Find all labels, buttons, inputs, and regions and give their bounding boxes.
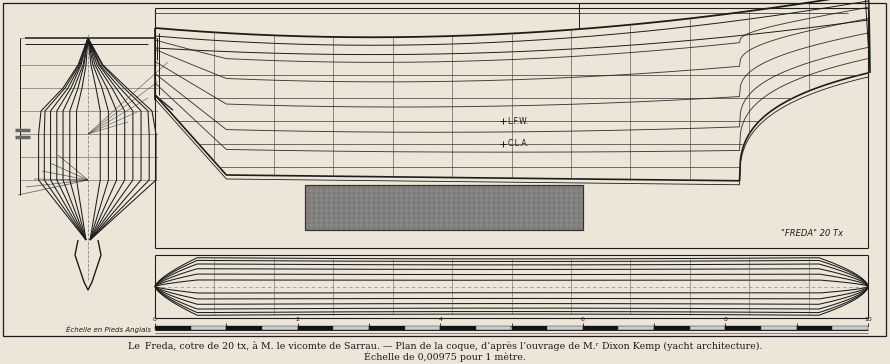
Bar — [441, 326, 476, 330]
Bar — [619, 326, 654, 330]
Bar — [262, 326, 297, 330]
Bar — [476, 326, 512, 330]
Bar — [583, 326, 619, 330]
Bar — [654, 326, 690, 330]
Text: Échelle en Pieds Anglais: Échelle en Pieds Anglais — [66, 325, 151, 333]
Bar — [547, 326, 583, 330]
Bar — [333, 326, 368, 330]
Bar — [304, 185, 583, 230]
Bar — [297, 326, 333, 330]
Bar — [226, 326, 262, 330]
Text: Échelle de 0,00975 pour 1 mètre.: Échelle de 0,00975 pour 1 mètre. — [364, 352, 526, 362]
Bar — [797, 326, 832, 330]
Text: 2: 2 — [295, 317, 300, 322]
Text: 6: 6 — [581, 317, 585, 322]
Text: 10: 10 — [864, 317, 872, 322]
Bar — [155, 326, 190, 330]
Text: 0: 0 — [153, 317, 157, 322]
Bar — [405, 326, 441, 330]
Text: Le  Freda, cotre de 20 tx, à M. le vicomte de Sarrau. — Plan de la coque, d’aprè: Le Freda, cotre de 20 tx, à M. le vicomt… — [128, 341, 762, 351]
Bar — [761, 326, 797, 330]
Text: C.L.A.: C.L.A. — [507, 139, 530, 149]
Bar — [368, 326, 405, 330]
Bar — [512, 326, 547, 330]
Text: 4: 4 — [438, 317, 442, 322]
Bar — [725, 326, 761, 330]
Text: L.F.W.: L.F.W. — [507, 116, 529, 126]
Bar — [190, 326, 226, 330]
Bar — [690, 326, 725, 330]
Text: "FREDA" 20 Tx: "FREDA" 20 Tx — [781, 229, 843, 237]
Bar — [832, 326, 868, 330]
Text: 8: 8 — [724, 317, 727, 322]
